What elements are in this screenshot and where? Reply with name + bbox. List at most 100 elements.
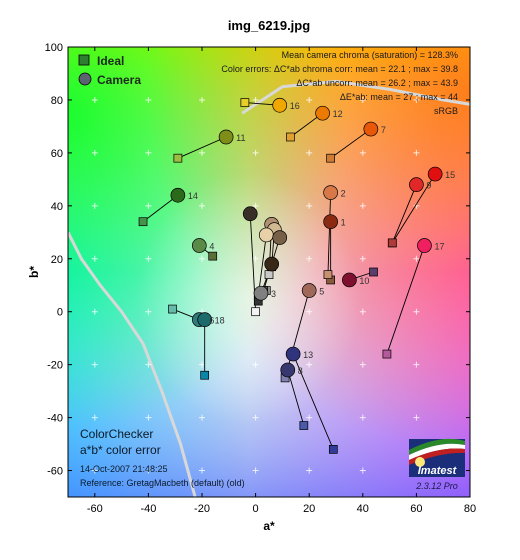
stats-chroma: Mean camera chroma (saturation) = 128.3% bbox=[282, 50, 458, 60]
grid-plus-mark bbox=[359, 467, 366, 474]
ideal-marker bbox=[173, 153, 183, 163]
camera-marker bbox=[315, 105, 330, 121]
legend-camera-label: Camera bbox=[97, 73, 141, 87]
ideal-marker bbox=[286, 132, 295, 142]
camera-marker bbox=[285, 346, 301, 362]
camera-marker bbox=[218, 129, 234, 145]
ideal-marker bbox=[382, 349, 392, 359]
legend-ideal-marker bbox=[78, 54, 90, 66]
patch-number-label: 16 bbox=[290, 101, 300, 111]
patch-number-label: 3 bbox=[271, 289, 276, 299]
grid-plus-mark bbox=[91, 149, 98, 156]
grid-plus-mark bbox=[199, 414, 205, 421]
ideal-marker bbox=[369, 267, 378, 277]
camera-marker bbox=[409, 177, 424, 192]
chart-title: img_6219.jpg bbox=[228, 18, 310, 33]
grid-plus-mark bbox=[252, 361, 259, 368]
gamut-curve-upper bbox=[241, 79, 470, 115]
y-tick-label: 20 bbox=[51, 254, 63, 266]
camera-marker bbox=[272, 97, 288, 113]
logo-dot-icon bbox=[415, 457, 425, 467]
grid-plus-mark bbox=[91, 255, 98, 262]
patch-number-label: 6 bbox=[209, 316, 214, 326]
ideal-marker bbox=[200, 370, 210, 380]
grid-plus-mark bbox=[199, 361, 205, 368]
info-timestamp: 14-Oct-2007 21:48:25 bbox=[80, 464, 168, 474]
grid-plus-mark bbox=[199, 96, 205, 103]
error-line bbox=[287, 369, 305, 426]
legend: Ideal Camera bbox=[78, 54, 141, 87]
ideal-marker bbox=[299, 421, 309, 430]
ideal-marker bbox=[251, 307, 260, 317]
patch-number-label: 10 bbox=[359, 276, 369, 286]
x-axis-label: a* bbox=[263, 519, 275, 533]
error-line bbox=[330, 128, 372, 159]
ideal-marker bbox=[326, 153, 335, 163]
grid-plus-mark bbox=[306, 149, 313, 156]
ideal-marker bbox=[264, 270, 274, 279]
error-line bbox=[292, 353, 334, 450]
patch-number-label: 9 bbox=[426, 181, 431, 191]
imatest-logo: Imatest 2.3.12 Pro bbox=[409, 438, 465, 491]
grid-plus-mark bbox=[413, 308, 420, 315]
grid-plus-mark bbox=[145, 255, 152, 262]
grid-plus-mark bbox=[91, 96, 98, 103]
stats-delta-e: ΔE*ab: mean = 27 ; max = 44 bbox=[340, 92, 458, 102]
legend-ideal-label: Ideal bbox=[97, 54, 124, 68]
x-tick-label: -60 bbox=[87, 503, 103, 515]
grid-plus-mark bbox=[413, 361, 420, 368]
y-tick-label: 0 bbox=[57, 307, 63, 319]
gamut-boundary bbox=[68, 79, 470, 497]
grid-plus-mark bbox=[252, 414, 259, 421]
info-subtitle: a*b* color error bbox=[80, 443, 161, 457]
grid-plus-mark bbox=[306, 414, 313, 421]
grid-plus-mark bbox=[145, 361, 152, 368]
camera-marker bbox=[280, 362, 296, 378]
y-tick-label: -40 bbox=[47, 413, 63, 425]
camera-marker bbox=[427, 166, 443, 182]
camera-marker bbox=[323, 214, 338, 230]
camera-marker bbox=[264, 256, 280, 272]
grid-plus-mark bbox=[145, 149, 152, 156]
y-tick-label: 40 bbox=[51, 201, 63, 213]
ideal-marker bbox=[208, 251, 218, 261]
grid-plus-mark bbox=[359, 202, 366, 209]
patch-number-label: 4 bbox=[209, 242, 214, 252]
x-tick-label: 40 bbox=[357, 503, 369, 515]
grid-plus-markers bbox=[91, 96, 420, 474]
grid-plus-mark bbox=[145, 414, 152, 421]
patch-number-label: 18 bbox=[215, 316, 225, 326]
stats-chroma-corr: Color errors: ΔC*ab chroma corr: mean = … bbox=[221, 64, 458, 74]
logo-text: Imatest bbox=[418, 465, 458, 477]
grid-plus-mark bbox=[252, 202, 259, 209]
grid-plus-mark bbox=[306, 308, 313, 315]
ideal-marker bbox=[168, 304, 177, 314]
patch-number-label: 2 bbox=[341, 189, 346, 199]
camera-marker bbox=[170, 187, 186, 203]
grid-plus-mark bbox=[145, 467, 152, 474]
stats-uncorr: ΔC*ab uncorr: mean = 26.2 ; max = 43.9 bbox=[296, 78, 458, 88]
grid-plus-mark bbox=[252, 255, 259, 262]
camera-marker bbox=[272, 230, 288, 245]
plot-frame bbox=[67, 46, 471, 498]
patch-number-label: 17 bbox=[434, 242, 444, 252]
grid-plus-mark bbox=[359, 149, 366, 156]
error-line bbox=[327, 192, 332, 275]
patch-number-label: 15 bbox=[445, 170, 455, 180]
grid-plus-mark bbox=[91, 361, 98, 368]
info-annotation: ColorChecker a*b* color error 14-Oct-200… bbox=[80, 427, 245, 488]
x-tick-label: 60 bbox=[410, 503, 422, 515]
y-tick-label: 60 bbox=[51, 148, 63, 160]
legend-camera-marker bbox=[78, 72, 92, 86]
patch-number-label: 12 bbox=[333, 109, 343, 119]
y-axis: -60 -40 -20 0 20 40 60 80 100 bbox=[45, 42, 470, 478]
camera-marker bbox=[191, 238, 207, 253]
grid-plus-mark bbox=[306, 361, 313, 368]
camera-marker bbox=[342, 272, 357, 288]
camera-marker bbox=[197, 312, 213, 327]
grid-plus-mark bbox=[359, 96, 366, 103]
grid-plus-mark bbox=[359, 255, 366, 262]
logo-stripe-red bbox=[409, 448, 465, 465]
